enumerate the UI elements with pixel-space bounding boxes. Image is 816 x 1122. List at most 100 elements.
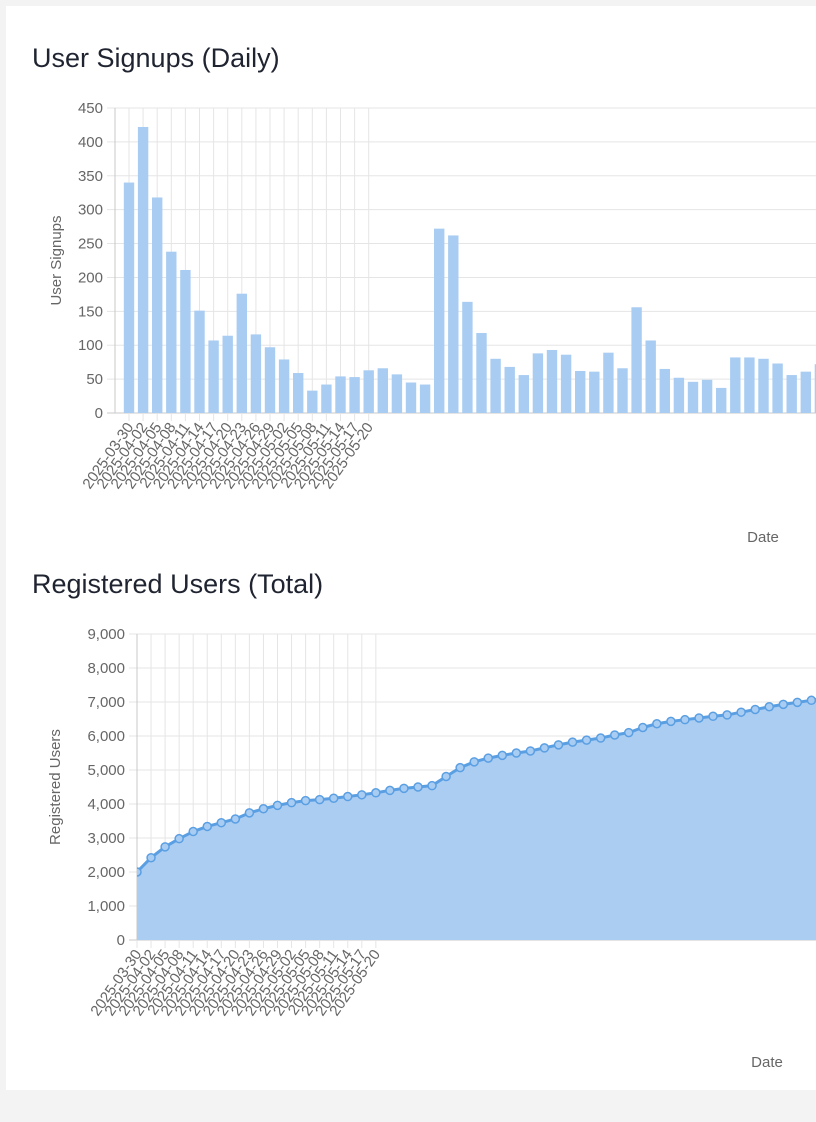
- data-point: [483, 753, 493, 763]
- signup-bar: [335, 376, 346, 413]
- signup-bar: [321, 384, 332, 413]
- signup-bar: [377, 368, 388, 413]
- signup-bar: [575, 370, 586, 413]
- plot-area: [137, 695, 816, 940]
- data-point: [343, 791, 353, 802]
- data-point: [286, 797, 297, 808]
- signup-bar: [476, 333, 487, 413]
- signup-bar: [391, 374, 403, 413]
- signup-bar: [293, 373, 304, 413]
- data-point: [722, 710, 732, 720]
- data-point: [806, 695, 816, 706]
- signup-bar: [814, 364, 816, 413]
- signup-bar: [307, 390, 318, 413]
- data-point: [609, 730, 620, 740]
- data-point: [567, 737, 578, 747]
- data-point: [511, 748, 522, 758]
- data-point: [736, 707, 746, 717]
- signup-bar: [744, 357, 755, 413]
- signup-bar: [208, 340, 219, 413]
- y-tick-label: 1,000: [87, 898, 125, 915]
- data-point: [666, 716, 676, 727]
- signups-chart-title: User Signups (Daily): [32, 43, 280, 73]
- y-tick-label: 200: [78, 269, 103, 286]
- signup-bar: [687, 381, 699, 413]
- signup-bar: [448, 235, 459, 413]
- data-point: [750, 704, 760, 715]
- signup-bar: [589, 371, 600, 413]
- data-point: [708, 711, 718, 722]
- y-tick-label: 0: [95, 405, 103, 422]
- y-tick-label: 450: [78, 100, 103, 117]
- y-tick-label: 0: [117, 932, 125, 949]
- y-tick-label: 2,000: [87, 864, 125, 881]
- signup-bar: [490, 358, 501, 413]
- signup-bar: [617, 368, 628, 413]
- signup-bar: [659, 368, 670, 413]
- signup-bar: [123, 182, 135, 413]
- x-axis-title: Date: [747, 529, 779, 546]
- y-tick-label: 300: [78, 202, 103, 219]
- signup-bar: [603, 352, 614, 413]
- data-point: [581, 735, 592, 745]
- y-tick-label: 150: [78, 303, 103, 320]
- data-point: [553, 740, 564, 750]
- data-point: [357, 790, 367, 800]
- registered-chart-title: Registered Users (Total): [32, 569, 324, 599]
- signup-bar: [250, 334, 262, 413]
- data-point: [455, 762, 465, 773]
- data-point: [160, 842, 170, 852]
- data-point: [441, 771, 451, 782]
- data-point: [469, 757, 479, 767]
- signup-bar: [560, 354, 572, 413]
- data-point: [792, 697, 803, 708]
- data-point: [539, 743, 550, 753]
- data-point: [624, 727, 634, 738]
- signup-bar: [363, 370, 374, 413]
- signup-bar: [434, 228, 445, 413]
- data-point: [202, 821, 212, 832]
- y-axis-title: Registered Users: [47, 729, 64, 845]
- y-tick-label: 4,000: [87, 796, 125, 813]
- data-point: [525, 746, 536, 756]
- data-point: [413, 782, 423, 792]
- y-tick-label: 7,000: [87, 694, 125, 711]
- x-axis-title: Date: [751, 1054, 783, 1071]
- signup-bar: [419, 384, 431, 413]
- data-point: [314, 794, 325, 805]
- data-point: [764, 702, 774, 712]
- registered-chart: 0 1,000 2,000 3,000 4,000 5,000 6,000 7,000 8,00…: [47, 626, 816, 1071]
- signup-bar: [631, 307, 642, 413]
- data-point: [371, 788, 381, 798]
- data-point: [216, 817, 227, 828]
- data-point: [652, 719, 662, 729]
- signup-bar: [194, 310, 205, 413]
- data-point: [137, 867, 142, 877]
- signup-bar: [264, 347, 276, 413]
- plot-area: [123, 126, 816, 413]
- data-point: [300, 795, 311, 806]
- signup-bar: [166, 251, 177, 413]
- signup-bar: [758, 358, 769, 413]
- area-fill: [137, 699, 816, 940]
- data-point: [680, 714, 690, 725]
- data-point: [174, 833, 184, 844]
- y-tick-label: 9,000: [87, 626, 125, 643]
- signups-chart: 0501001502002503003504004502025-03-30202…: [48, 100, 816, 546]
- data-point: [244, 808, 255, 818]
- signup-bar: [278, 359, 290, 413]
- data-point: [146, 852, 156, 863]
- y-tick-label: 8,000: [87, 660, 125, 677]
- signup-bar: [504, 366, 515, 413]
- signup-bar: [716, 387, 727, 413]
- signup-bar: [349, 377, 360, 413]
- y-tick-label: 50: [86, 371, 103, 388]
- y-tick-label: 100: [78, 337, 103, 354]
- signup-bar: [152, 197, 163, 413]
- data-point: [230, 814, 241, 824]
- signup-bar: [800, 371, 811, 413]
- signup-bar: [180, 269, 191, 413]
- data-point: [427, 780, 437, 791]
- signup-bar: [222, 335, 233, 413]
- signup-bar: [462, 301, 473, 413]
